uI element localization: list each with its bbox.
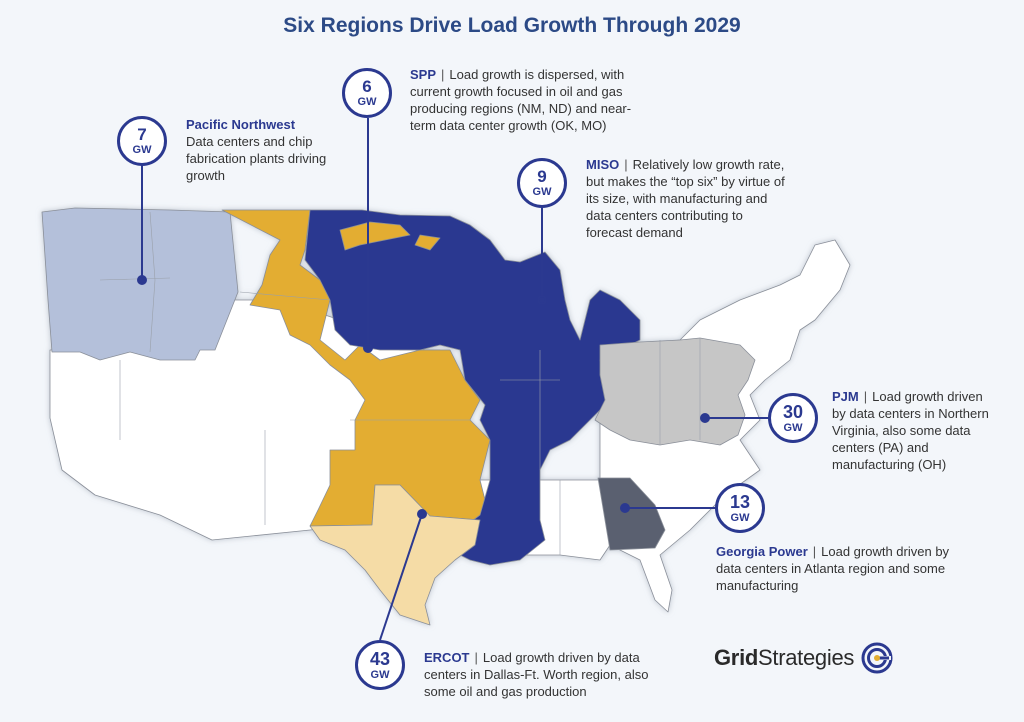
- georgia-gw-unit: GW: [730, 511, 750, 524]
- georgia-name: Georgia Power: [716, 544, 808, 559]
- logo-text-grid: Grid: [714, 645, 759, 670]
- ercot-note: ERCOT | Load growth driven by data centers…: [424, 650, 649, 699]
- pjm-gw-badge: 30 GW: [768, 393, 818, 443]
- region-miso: [304, 209, 641, 566]
- logo-text-strategies: Strategies: [758, 645, 855, 670]
- spp-dot: [363, 343, 373, 353]
- ercot-gw-value: 43: [369, 648, 391, 669]
- ercot-name: ERCOT: [424, 650, 470, 665]
- spp-name: SPP: [410, 67, 437, 82]
- grid-strategies-logo: Grid Strategies: [714, 641, 894, 675]
- georgia-text: Load growth driven by data centers in At…: [716, 544, 950, 593]
- miso-gw-badge: 9 GW: [517, 158, 567, 208]
- pjm-text: Load growth driven by data centers in No…: [832, 389, 989, 472]
- pjm-dot: [700, 413, 710, 423]
- pjm-gw-value: 30: [782, 401, 804, 422]
- pjm-gw-unit: GW: [783, 421, 803, 434]
- page-title: Six Regions Drive Load Growth Through 20…: [283, 14, 741, 37]
- ercot-leader: [379, 513, 423, 641]
- spp-gw-unit: GW: [357, 96, 377, 108]
- ercot-text: Load growth driven by data centers in Da…: [424, 650, 649, 699]
- pnw-gw-badge: 7 GW: [117, 116, 167, 166]
- miso-gw-value: 9: [537, 167, 547, 186]
- spp-gw-value: 6: [362, 77, 372, 96]
- region-spp-north-2: [414, 234, 441, 251]
- georgia-note: Georgia Power | Load growth driven by data…: [716, 544, 950, 593]
- pnw-gw-unit: GW: [132, 144, 152, 156]
- region-georgia-power: [597, 477, 666, 551]
- miso-note: MISO | Relatively low growth rate, but mak…: [586, 157, 785, 240]
- pjm-note: PJM | Load growth driven by data centers i…: [832, 389, 989, 472]
- georgia-gw-badge: 13 GW: [715, 483, 765, 533]
- spp-text: Load growth is dispersed, with current g…: [410, 67, 632, 133]
- ercot-gw-badge: 43 GW: [355, 640, 405, 690]
- pjm-name: PJM: [832, 389, 859, 404]
- miso-name: MISO: [586, 157, 620, 172]
- georgia-gw-value: 13: [729, 491, 751, 512]
- region-ercot: [309, 484, 481, 626]
- miso-gw-unit: GW: [532, 186, 552, 198]
- spp-gw-badge: 6 GW: [342, 68, 392, 118]
- ercot-dot: [417, 509, 427, 519]
- pnw-text: Data centers and chip fabrication plants…: [186, 134, 327, 183]
- spp-note: SPP | Load growth is dispersed, with curre…: [410, 67, 632, 133]
- region-spp-north: [339, 221, 411, 251]
- ercot-gw-unit: GW: [370, 668, 390, 681]
- pnw-note: Pacific Northwest Data centers and chip …: [186, 116, 346, 184]
- pnw-name: Pacific Northwest: [186, 117, 296, 132]
- miso-dot: [537, 295, 547, 305]
- georgia-dot: [620, 503, 630, 513]
- pnw-dot: [137, 275, 147, 285]
- miso-text: Relatively low growth rate, but makes th…: [586, 157, 785, 240]
- pnw-gw-value: 7: [137, 125, 147, 144]
- region-pjm: [594, 337, 756, 446]
- logo-mark-icon: [861, 642, 893, 674]
